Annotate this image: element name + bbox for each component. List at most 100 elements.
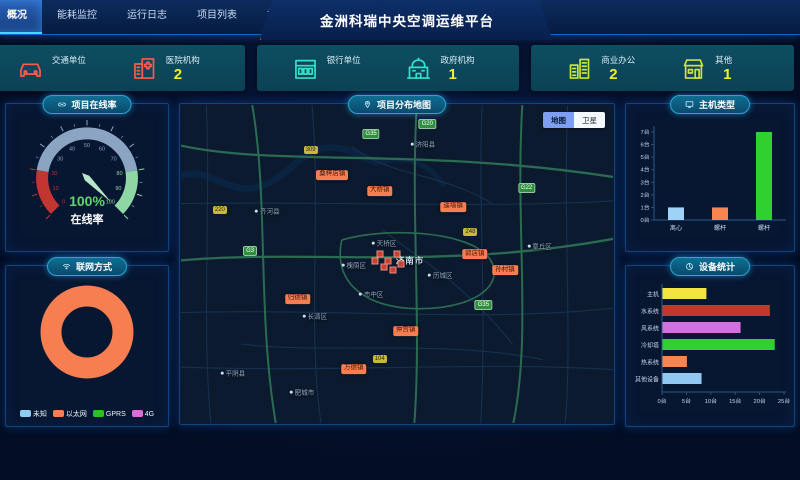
nav-tab[interactable]: 概况 [0,0,42,34]
bank-icon [292,55,319,82]
bar [662,339,775,350]
map-viewport[interactable]: G35 G20 G22 G3 G35 309 220 104 248 齐河县 济阳县 章丘区 历城区 长清… [181,105,613,423]
stat-item: 其他 1 [680,54,759,82]
project-marker[interactable] [380,263,388,271]
legend-swatch [19,410,31,417]
host-type-bar-chart: 0台 1台 2台 3台 4台 5台 6台 7台 离心 螺杆 螺杆 [626,118,794,242]
nav-tab[interactable]: 运行日志 [127,10,167,21]
online-rate-gauge: 0 10 20 30 40 50 60 70 80 90 100 100% 在线率 [6,112,168,244]
svg-text:7台: 7台 [640,128,649,136]
device-stats-bar-chart: 主机 水系统 风系统 冷却塔 热系统 其他设备 0台 5台 10台 15台 20台 25台 [626,280,794,412]
svg-text:80: 80 [117,171,123,177]
stat-item: 交通单位 [17,54,96,82]
nav-tab[interactable]: 能耗监控 [57,10,97,21]
stat-label: 交通单位 [51,55,86,65]
project-marker[interactable] [371,257,379,265]
main-area: 项目在线率 0 10 20 30 40 50 60 70 80 90 100 100% 在线率 联网方式… [5,95,795,427]
place-dot [527,244,531,248]
legend-item[interactable]: 4G [131,410,155,418]
map-place-label: 肥城市 [289,390,314,399]
svg-text:4台: 4台 [640,166,649,174]
legend-item[interactable]: GPRS [92,410,126,418]
svg-text:15台: 15台 [729,397,741,405]
city-label: 济南市 [395,255,425,266]
stat-item: 政府机构 1 [405,54,484,82]
stat-value: 1 [448,66,457,83]
place-dot [289,390,293,394]
town-marker: 仲宫镇 [392,325,419,336]
stat-card: 交通单位 医院机构 2 [0,45,245,91]
stat-value: 2 [173,66,183,83]
road-shield: G35 [362,128,380,139]
svg-text:40: 40 [69,147,75,153]
map-place-label: 天桥区 [371,241,396,250]
svg-text:热系统: 热系统 [641,358,659,366]
project-marker[interactable] [393,250,401,258]
map-place-label: 槐荫区 [341,263,366,272]
svg-text:6台: 6台 [640,141,649,149]
stat-label: 其他 [715,55,733,65]
map-place-label: 平阴县 [220,371,245,380]
svg-text:100: 100 [106,199,115,205]
bar [712,207,728,220]
bar [662,322,741,333]
svg-text:离心: 离心 [670,224,682,232]
bar [756,132,772,220]
map-type-button[interactable]: 卫星 [574,112,605,128]
shop-icon [680,55,707,82]
panel-title: 设备统计 [698,262,736,272]
stat-label: 医院机构 [165,55,200,65]
map-place-label: 齐河县 [255,209,280,218]
road-shield: 309 [303,145,318,154]
nav-tab[interactable]: 项目列表 [197,10,237,21]
stat-label: 银行单位 [326,55,361,65]
svg-text:60: 60 [99,147,105,153]
stat-item: 医院机构 2 [131,54,210,82]
stat-text: 政府机构 1 [440,54,484,82]
map-icon [363,100,372,109]
panel-device-stats: 设备统计 主机 水系统 风系统 冷却塔 热系统 其他设备 0台 5台 10台 15台 20台 25台 [625,257,795,427]
monitor-icon [685,100,694,109]
town-marker: 归德镇 [284,294,311,304]
svg-text:25台: 25台 [778,397,790,405]
project-marker[interactable] [376,250,384,258]
legend-label: 4G [144,411,155,418]
svg-text:水系统: 水系统 [641,307,659,315]
map-type-button[interactable]: 地图 [543,112,574,128]
map-place-label: 历城区 [427,272,452,281]
stat-card: 银行单位 政府机构 1 [256,45,520,91]
panel-header: 项目分布地图 [347,95,447,114]
legend-item[interactable]: 未知 [19,409,47,419]
link-icon [57,100,66,109]
stat-card: 商业办公 2 其他 1 [531,45,795,91]
svg-text:风系统: 风系统 [641,324,659,332]
panel-title: 联网方式 [75,262,113,272]
svg-text:主机: 主机 [647,290,659,298]
legend-label: 以太网 [65,411,87,418]
title-box: 金洲科瑞中央空调运维平台 [260,0,552,40]
place-dot [302,314,306,318]
stat-text: 银行单位 [327,54,371,82]
stat-text: 医院机构 2 [166,54,210,82]
legend-item[interactable]: 以太网 [52,409,87,419]
panel-title: 主机类型 [698,100,736,110]
svg-text:0台: 0台 [657,397,666,405]
place-dot [341,263,345,267]
svg-text:3台: 3台 [640,178,649,186]
svg-text:10: 10 [53,186,59,192]
panel-network: 联网方式 未知 以太网 GPRS 4G [5,257,169,427]
stat-label: 商业办公 [601,55,636,65]
project-marker[interactable] [389,266,397,274]
project-marker[interactable] [384,257,392,265]
left-column: 项目在线率 0 10 20 30 40 50 60 70 80 90 100 100% 在线率 联网方式… [5,95,169,427]
stat-label: 政府机构 [440,55,475,65]
svg-text:5台: 5台 [640,153,649,161]
svg-text:2台: 2台 [640,191,649,199]
stat-value: 1 [723,66,732,83]
svg-text:100%: 100% [69,193,105,209]
place-dot [220,371,224,375]
svg-text:0: 0 [62,199,65,205]
map-place-label: 长清区 [302,314,327,323]
project-marker[interactable] [397,260,405,268]
town-marker: 万德镇 [341,364,367,374]
